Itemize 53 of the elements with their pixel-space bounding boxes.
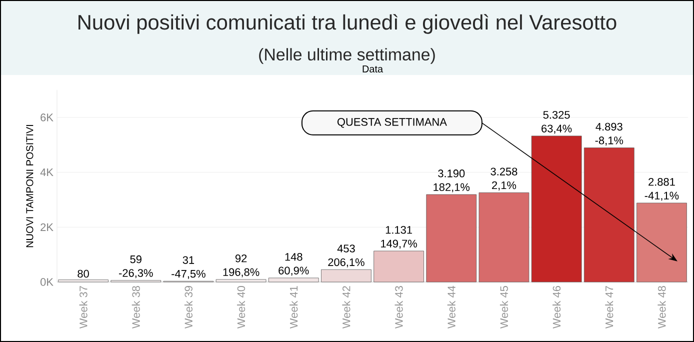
x-tick-label: Week 39 (184, 286, 192, 329)
annotation: 182,1% (434, 183, 470, 192)
bar (636, 202, 687, 282)
x-tick-label: Week 44 (447, 286, 456, 329)
x-tick-label: Week 47 (605, 286, 614, 329)
annotation: 196,8% (223, 268, 260, 278)
x-tick-label: Week 43 (394, 286, 403, 329)
x-tick-label: Week 37 (79, 286, 88, 329)
chart-title: Nuovi positivi comunicati tra lunedì e giovedì nel Varesotto (78, 14, 616, 34)
x-tick-label: Week 46 (552, 286, 561, 329)
y-tick-label: 2K (40, 223, 54, 231)
bar (268, 278, 319, 282)
x-tick-label: Week 40 (237, 286, 246, 329)
annotation: 206,1% (328, 258, 364, 268)
annotation: 60,9% (278, 266, 309, 276)
y-tick-label: 4K (40, 168, 54, 176)
data-label: 92 (235, 254, 247, 262)
bar (374, 250, 424, 282)
chart-subtitle: (Nelle ultime settimane) (259, 48, 435, 64)
annotation: -47,5% (172, 270, 206, 279)
annotation: -8,1% (595, 136, 624, 146)
data-label: 4.893 (596, 122, 622, 131)
bar (478, 192, 530, 282)
data-label: 1.131 (386, 226, 412, 234)
x-axis-title: Data (362, 66, 384, 72)
data-label: 453 (337, 244, 355, 252)
bar (531, 136, 582, 282)
y-tick-label: 6K (40, 114, 54, 122)
data-label: 5.325 (543, 110, 570, 119)
bar (584, 148, 634, 282)
x-tick-label: Week 41 (290, 286, 298, 329)
annotation: -41,1% (644, 192, 679, 201)
annotation: 63,4% (542, 124, 572, 134)
bar (321, 269, 372, 282)
bar (426, 194, 477, 282)
data-label: 3.190 (438, 170, 465, 178)
data-label: 148 (285, 252, 302, 261)
annotation: 149,7% (381, 240, 417, 249)
data-label: 3.258 (490, 168, 518, 176)
x-tick-label: Week 48 (658, 286, 666, 329)
data-label: 31 (182, 256, 194, 264)
annotation: -26,3% (119, 269, 153, 278)
annotation: QUESTA SETTIMANA (337, 118, 447, 128)
data-label: 80 (78, 270, 89, 278)
y-tick-label: 0K (40, 278, 54, 286)
x-tick-label: Week 45 (500, 286, 508, 329)
x-tick-label: Week 38 (132, 286, 140, 329)
y-axis-title: NUOVI TAMPONI POSITIVI (26, 125, 34, 248)
x-tick-label: Week 42 (342, 286, 350, 329)
data-label: 59 (130, 255, 142, 264)
annotation: 2,1% (492, 181, 516, 190)
data-label: 2.881 (648, 178, 675, 186)
bar (58, 280, 108, 282)
